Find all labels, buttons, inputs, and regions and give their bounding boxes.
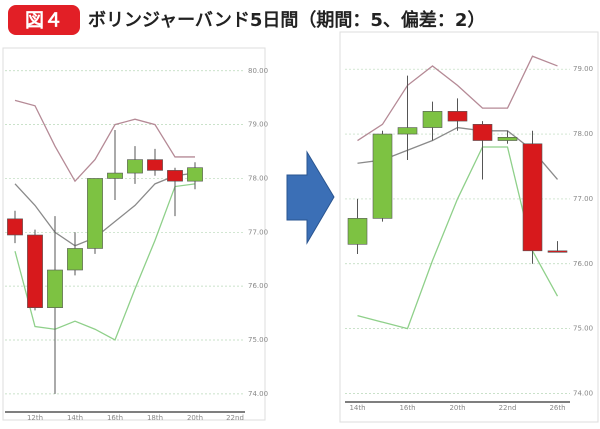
y-tick-label: 79.00 [248,121,268,129]
y-tick-label: 78.00 [573,130,593,138]
title: ボリンジャーバンド5日間（期間：5、偏差：2） [88,9,485,31]
band-line [14,99,195,183]
x-tick-label: 26th [549,404,565,412]
y-tick-label: 76.00 [248,282,268,290]
y-tick-label: 74.00 [573,390,593,398]
y-tick-label: 80.00 [248,67,268,75]
candle-body [522,143,543,252]
badge-bg [8,5,80,35]
candle-body [67,248,83,271]
y-tick-label: 74.00 [248,390,268,398]
candle-body [107,172,123,179]
band-line [357,55,558,142]
x-tick-label: 12th [27,414,43,422]
candle-body [372,133,393,219]
y-tick-label: 76.00 [573,260,593,268]
y-tick-label: 77.00 [248,228,268,236]
x-tick-label: 22nd [499,404,517,412]
x-tick-label: 18th [147,414,163,422]
x-tick-label: 14th [67,414,83,422]
candle-body [7,218,23,236]
band-line [14,183,196,341]
candle-body [147,159,163,171]
candle-body [547,250,568,253]
panel [339,31,599,423]
panel [2,47,266,421]
band-line [14,172,196,247]
y-tick-label: 78.00 [248,174,268,182]
candle-body [472,124,493,141]
candle-body [422,111,443,128]
x-tick-label: 16th [107,414,123,422]
candle-body [27,234,43,308]
x-tick-label: 14th [349,404,365,412]
badge: 図４ [25,10,63,32]
x-tick-label: 22nd [226,414,244,422]
candle-body [127,159,143,174]
y-tick-label: 75.00 [248,336,268,344]
x-tick-label: 20th [187,414,203,422]
candle-body [397,127,418,135]
candle-body [87,178,103,249]
arrow [286,150,335,245]
y-tick-label: 79.00 [573,65,593,73]
y-tick-label: 75.00 [573,325,593,333]
x-tick-label: 16th [399,404,415,412]
candle-body [347,218,368,245]
y-tick-label: 77.00 [573,195,593,203]
x-tick-label: 20th [449,404,465,412]
candle-body [447,111,468,122]
candle-body [497,136,518,141]
candle-body [47,269,63,308]
candle-body [167,170,183,182]
candle-body [187,167,203,182]
